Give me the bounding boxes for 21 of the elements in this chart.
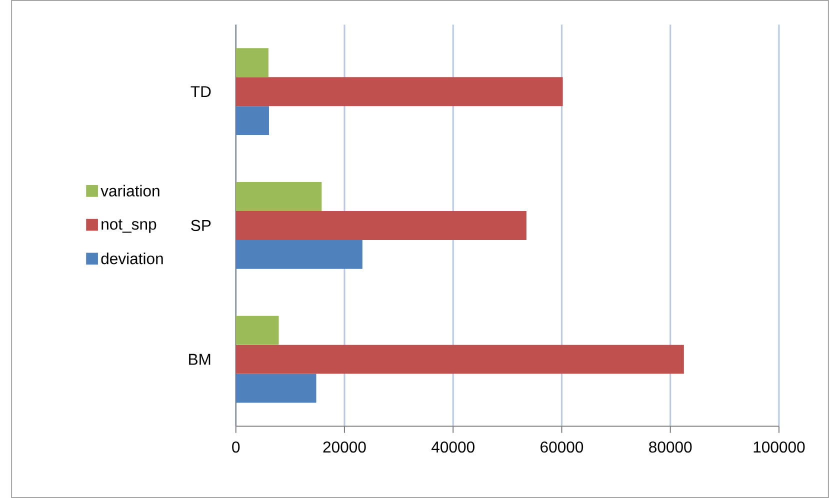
bar [236,210,526,240]
bar [236,240,362,269]
x-tick-label: 100000 [754,441,805,453]
bar [236,48,268,78]
bar [236,374,316,403]
x-tick-label: 40000 [432,441,474,453]
bar [236,316,279,345]
x-tick-label: 60000 [540,441,584,453]
x-tick-label: 20000 [323,441,366,453]
y-tick-label: TD [190,86,211,98]
y-tick-label: SP [191,220,211,232]
x-tick-label: 80000 [649,441,692,453]
bar [236,77,563,106]
legend-label: not_snp [102,219,156,233]
legend-label: variation [100,184,160,196]
y-tick-label: BM [189,354,210,365]
bar [236,344,684,374]
x-tick-label: 0 [232,441,240,453]
bar [236,106,269,136]
bar [236,182,322,211]
legend-label: deviation [101,252,163,264]
